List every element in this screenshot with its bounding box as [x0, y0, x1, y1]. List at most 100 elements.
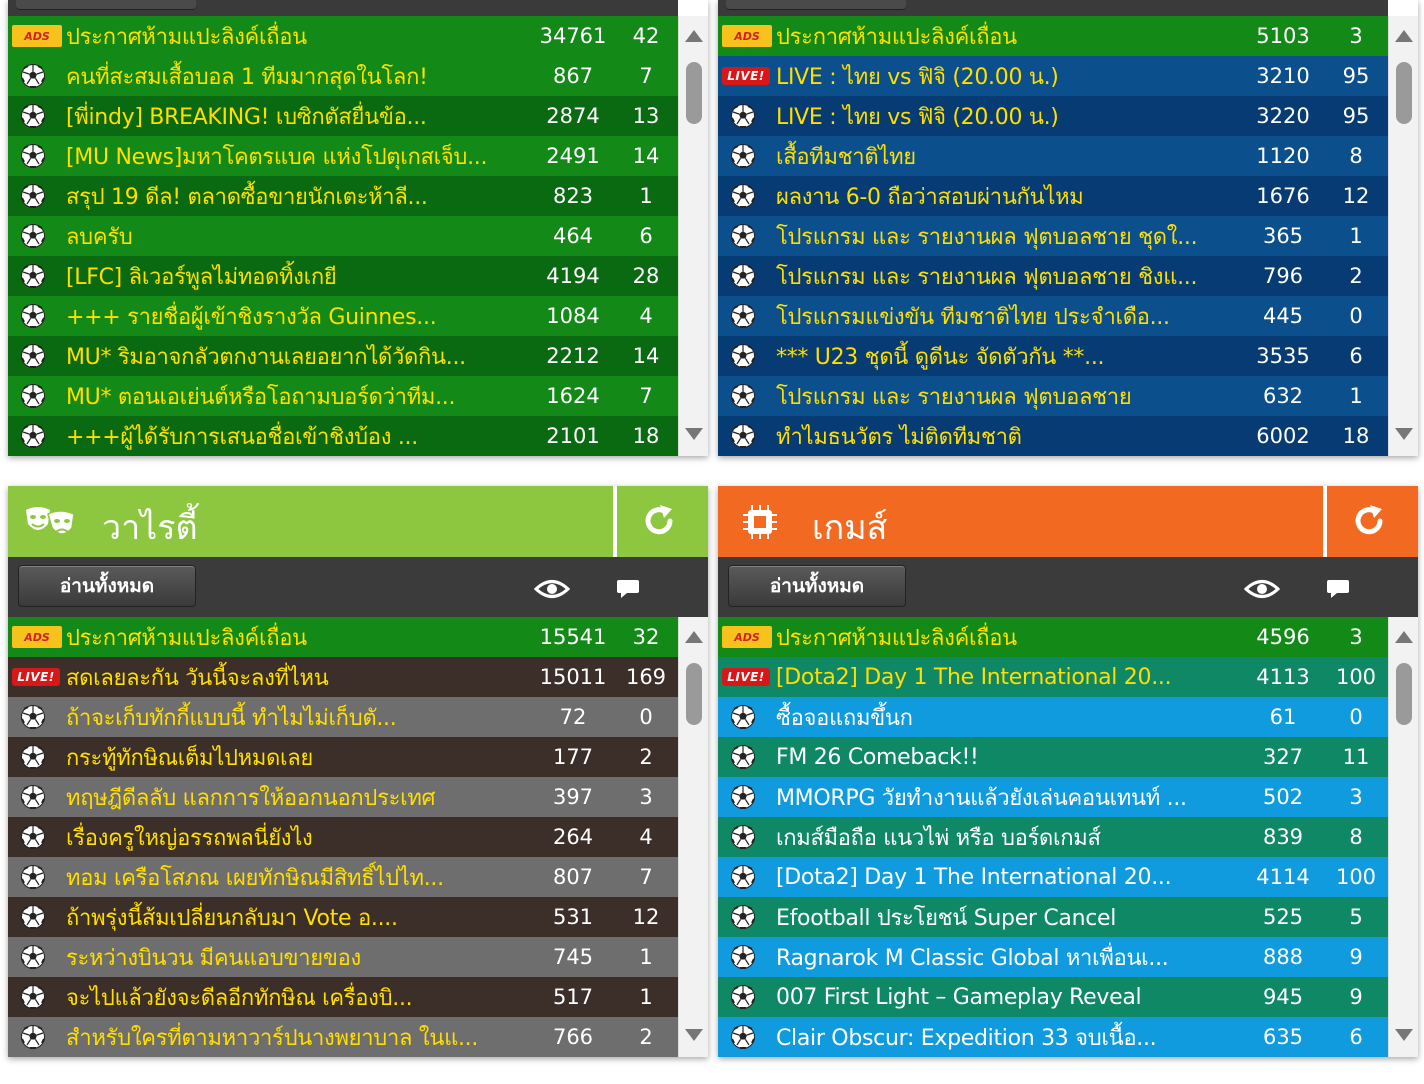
scroll-down-arrow-icon[interactable]: [1395, 428, 1413, 440]
scroll-down-arrow-icon[interactable]: [685, 428, 703, 440]
topic-title-link[interactable]: ประกาศห้ามแปะลิงค์เถื่อน: [776, 625, 1017, 651]
topic-title-link[interactable]: โปรแกรม และ รายงานผล ฟุตบอลชาย ชิงแ...: [776, 264, 1198, 290]
scroll-up-arrow-icon[interactable]: [685, 30, 703, 42]
topic-row[interactable]: โปรแกรม และ รายงานผล ฟุตบอลชาย 632 1: [718, 376, 1388, 416]
topic-row[interactable]: +++ผู้ได้รับการเสนอชื่อเข้าชิงบ้อง ... 21…: [8, 416, 678, 456]
topic-row[interactable]: ถ้าจะเก็บทักกี้แบบนี้ ทำไมไม่เก็บตั... 72…: [8, 697, 678, 737]
topic-row[interactable]: เสื้อทีมชาติไทย 1120 8: [718, 136, 1388, 176]
topic-row[interactable]: [MU News]มหาโคตรแบค แห่งโปตุเกสเจ็บ... 24…: [8, 136, 678, 176]
topic-row[interactable]: โปรแกรมแข่งขัน ทีมชาติไทย ประจำเดือ... 44…: [718, 296, 1388, 336]
topic-row[interactable]: 007 First Light – Gameplay Reveal 945 9: [718, 977, 1388, 1017]
topic-row[interactable]: โปรแกรม และ รายงานผล ฟุตบอลชาย ชุดใ... 36…: [718, 216, 1388, 256]
topic-row[interactable]: ทฤษฎีดีลลับ แลกการให้ออกนอกประเทศ 397 3: [8, 777, 678, 817]
topic-row[interactable]: สำหรับใครที่ตามหาวาร์ปนางพยาบาล ในแ... 76…: [8, 1017, 678, 1057]
topic-title-link[interactable]: โปรแกรม และ รายงานผล ฟุตบอลชาย: [776, 384, 1132, 410]
topic-row[interactable]: ผลงาน 6-0 ถือว่าสอบผ่านกันไหม 1676 12: [718, 176, 1388, 216]
topic-title-link[interactable]: ทฤษฎีดีลลับ แลกการให้ออกนอกประเทศ: [66, 785, 436, 811]
scroll-up-arrow-icon[interactable]: [1395, 631, 1413, 643]
topic-row[interactable]: ลบครับ 464 6: [8, 216, 678, 256]
topic-row[interactable]: *** U23 ชุดนี้ ดูดีนะ จัดตัวกัน **... 353…: [718, 336, 1388, 376]
topic-title-link[interactable]: คนที่สะสมเสื้อบอล 1 ทีมมากสุดในโลก!: [66, 64, 428, 90]
topic-title-link[interactable]: MU* ริมอาจกลัวตกงานเลยอยากได้วัดกิน...: [66, 344, 466, 370]
topic-row[interactable]: สรุป 19 ดีล! ตลาดซื้อขายนักเตะห้าลี... 82…: [8, 176, 678, 216]
topic-row[interactable]: LIVE : ไทย vs ฟิจิ (20.00 น.) 3220 95: [718, 96, 1388, 136]
topic-row[interactable]: ระหว่างบินวน มีคนแอบขายของ 745 1: [8, 937, 678, 977]
topic-row[interactable]: LIVE! [Dota2] Day 1 The International 20.…: [718, 657, 1388, 697]
topic-title-link[interactable]: ประกาศห้ามแปะลิงค์เถื่อน: [66, 24, 307, 50]
topic-row[interactable]: ADS ประกาศห้ามแปะลิงค์เถื่อน 15541 32: [8, 617, 678, 657]
topic-row[interactable]: FM 26 Comeback!! 327 11: [718, 737, 1388, 777]
topic-row[interactable]: จะไปแล้วยังจะดีลอีกทักษิณ เครื่องบิ... 51…: [8, 977, 678, 1017]
scrollbar[interactable]: [678, 617, 708, 1057]
topic-row[interactable]: MU* ริมอาจกลัวตกงานเลยอยากได้วัดกิน... 22…: [8, 336, 678, 376]
topic-title-link[interactable]: โปรแกรมแข่งขัน ทีมชาติไทย ประจำเดือ...: [776, 304, 1170, 330]
topic-row[interactable]: MMORPG วัยทำงานแล้วยังเล่นคอนเทนท์ ... 50…: [718, 777, 1388, 817]
topic-title-link[interactable]: ประกาศห้ามแปะลิงค์เถื่อน: [66, 625, 307, 651]
topic-title-link[interactable]: FM 26 Comeback!!: [776, 744, 979, 770]
topic-row[interactable]: ADS ประกาศห้ามแปะลิงค์เถื่อน 4596 3: [718, 617, 1388, 657]
topic-title-link[interactable]: [Dota2] Day 1 The International 20...: [776, 864, 1172, 890]
scroll-thumb[interactable]: [686, 663, 702, 725]
scrollbar[interactable]: [678, 16, 708, 456]
topic-title-link[interactable]: ระหว่างบินวน มีคนแอบขายของ: [66, 945, 361, 971]
topic-title-link[interactable]: LIVE : ไทย vs ฟิจิ (20.00 น.): [776, 64, 1059, 90]
topic-title-link[interactable]: จะไปแล้วยังจะดีลอีกทักษิณ เครื่องบิ...: [66, 985, 413, 1011]
topic-row[interactable]: Ragnarok M Classic Global หาเพื่อนเ... 88…: [718, 937, 1388, 977]
topic-title-link[interactable]: ซื้อจอแถมขึ้นก: [776, 705, 913, 731]
topic-row[interactable]: Efootball ประโยชน์ Super Cancel 525 5: [718, 897, 1388, 937]
topic-title-link[interactable]: [Dota2] Day 1 The International 20...: [776, 664, 1172, 690]
topic-title-link[interactable]: กระทู้ทักษิณเต็มไปหมดเลย: [66, 745, 314, 771]
topic-row[interactable]: +++ รายชื่อผู้เข้าชิงรางวัล Guinnes... 10…: [8, 296, 678, 336]
topic-title-link[interactable]: ลบครับ: [66, 224, 133, 250]
topic-title-link[interactable]: ประกาศห้ามแปะลิงค์เถื่อน: [776, 24, 1017, 50]
topic-title-link[interactable]: ถ้าจะเก็บทักกี้แบบนี้ ทำไมไม่เก็บตั...: [66, 705, 397, 731]
topic-row[interactable]: เกมส์มือถือ แนวไพ่ หรือ บอร์ดเกมส์ 839 8: [718, 817, 1388, 857]
topic-row[interactable]: เรื่องครูใหญ่อรรถพลนี่ยังไง 264 4: [8, 817, 678, 857]
topic-title-link[interactable]: MU* ตอนเอเย่นต์หรือโอถามบอร์ดว่าทีม...: [66, 384, 456, 410]
topic-title-link[interactable]: สรุป 19 ดีล! ตลาดซื้อขายนักเตะห้าลี...: [66, 184, 428, 210]
topic-row[interactable]: MU* ตอนเอเย่นต์หรือโอถามบอร์ดว่าทีม... 16…: [8, 376, 678, 416]
read-all-button-remnant[interactable]: [16, 0, 196, 10]
refresh-icon[interactable]: [636, 500, 682, 542]
scroll-thumb[interactable]: [1396, 62, 1412, 124]
topic-title-link[interactable]: เกมส์มือถือ แนวไพ่ หรือ บอร์ดเกมส์: [776, 825, 1101, 851]
topic-title-link[interactable]: [LFC] ลิเวอร์พูลไม่ทอดทิ้งเกยี: [66, 264, 337, 290]
topic-row[interactable]: Clair Obscur: Expedition 33 จบเนื้อ... 63…: [718, 1017, 1388, 1057]
topic-title-link[interactable]: เรื่องครูใหญ่อรรถพลนี่ยังไง: [66, 825, 313, 851]
scrollbar[interactable]: [1388, 16, 1418, 456]
topic-title-link[interactable]: Efootball ประโยชน์ Super Cancel: [776, 905, 1117, 931]
scrollbar[interactable]: [1388, 617, 1418, 1057]
scroll-down-arrow-icon[interactable]: [685, 1029, 703, 1041]
topic-title-link[interactable]: ทำไมธนวัตร ไม่ติดทีมชาติ: [776, 424, 1022, 450]
topic-title-link[interactable]: *** U23 ชุดนี้ ดูดีนะ จัดตัวกัน **...: [776, 344, 1105, 370]
scroll-thumb[interactable]: [1396, 663, 1412, 725]
topic-title-link[interactable]: Ragnarok M Classic Global หาเพื่อนเ...: [776, 945, 1169, 971]
topic-row[interactable]: ซื้อจอแถมขึ้นก 61 0: [718, 697, 1388, 737]
topic-row[interactable]: ทอม เครือโสภณ เผยทักษิณมีสิทธิ์ไปไท... 80…: [8, 857, 678, 897]
read-all-button[interactable]: อ่านทั้งหมด: [728, 565, 906, 607]
topic-title-link[interactable]: สำหรับใครที่ตามหาวาร์ปนางพยาบาล ในแ...: [66, 1025, 479, 1051]
topic-title-link[interactable]: +++ผู้ได้รับการเสนอชื่อเข้าชิงบ้อง ...: [66, 424, 418, 450]
topic-title-link[interactable]: ทอม เครือโสภณ เผยทักษิณมีสิทธิ์ไปไท...: [66, 865, 444, 891]
topic-row[interactable]: ADS ประกาศห้ามแปะลิงค์เถื่อน 5103 3: [718, 16, 1388, 56]
topic-title-link[interactable]: +++ รายชื่อผู้เข้าชิงรางวัล Guinnes...: [66, 304, 437, 330]
read-all-button[interactable]: อ่านทั้งหมด: [18, 565, 196, 607]
topic-title-link[interactable]: LIVE : ไทย vs ฟิจิ (20.00 น.): [776, 104, 1059, 130]
scroll-up-arrow-icon[interactable]: [1395, 30, 1413, 42]
topic-row[interactable]: กระทู้ทักษิณเต็มไปหมดเลย 177 2: [8, 737, 678, 777]
scroll-up-arrow-icon[interactable]: [685, 631, 703, 643]
topic-title-link[interactable]: Clair Obscur: Expedition 33 จบเนื้อ...: [776, 1025, 1157, 1051]
topic-row[interactable]: LIVE! สดเลยละกัน วันนี้จะลงที่ไหน 15011 169: [8, 657, 678, 697]
topic-row[interactable]: โปรแกรม และ รายงานผล ฟุตบอลชาย ชิงแ... 79…: [718, 256, 1388, 296]
topic-row[interactable]: [พี่indy] BREAKING! เบซิกตัสยื่นข้อ... 28…: [8, 96, 678, 136]
topic-title-link[interactable]: 007 First Light – Gameplay Reveal: [776, 984, 1142, 1010]
refresh-icon[interactable]: [1346, 500, 1392, 542]
topic-title-link[interactable]: [พี่indy] BREAKING! เบซิกตัสยื่นข้อ...: [66, 104, 427, 130]
topic-title-link[interactable]: โปรแกรม และ รายงานผล ฟุตบอลชาย ชุดใ...: [776, 224, 1198, 250]
topic-title-link[interactable]: MMORPG วัยทำงานแล้วยังเล่นคอนเทนท์ ...: [776, 785, 1187, 811]
topic-row[interactable]: ADS ประกาศห้ามแปะลิงค์เถื่อน 34761 42: [8, 16, 678, 56]
topic-row[interactable]: ถ้าพรุ่งนี้ส้มเปลี่ยนกลับมา Vote อ.... 53…: [8, 897, 678, 937]
topic-row[interactable]: [LFC] ลิเวอร์พูลไม่ทอดทิ้งเกยี 4194 28: [8, 256, 678, 296]
topic-title-link[interactable]: ผลงาน 6-0 ถือว่าสอบผ่านกันไหม: [776, 184, 1084, 210]
topic-row[interactable]: คนที่สะสมเสื้อบอล 1 ทีมมากสุดในโลก! 867 7: [8, 56, 678, 96]
